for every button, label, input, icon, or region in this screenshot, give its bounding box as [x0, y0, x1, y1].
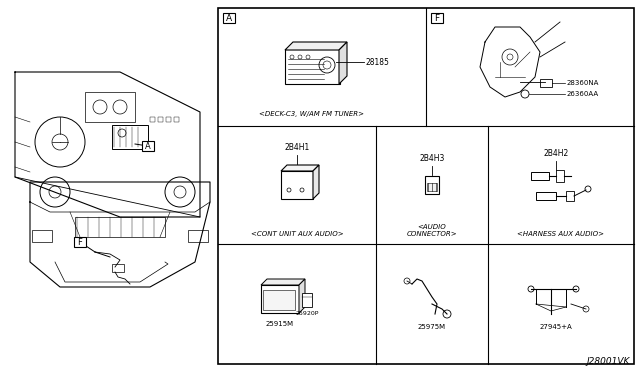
Bar [112, 125, 148, 149]
Bar [261, 285, 299, 313]
Text: <HARNESS AUX AUDIO>: <HARNESS AUX AUDIO> [518, 231, 605, 237]
Bar [556, 170, 564, 182]
Text: 26360AA: 26360AA [567, 91, 599, 97]
Text: 2B4H1: 2B4H1 [284, 143, 310, 152]
Text: A: A [226, 13, 232, 22]
Bar [566, 191, 574, 201]
Bar [285, 49, 340, 84]
Text: F: F [435, 13, 440, 22]
Bar [158, 117, 163, 122]
Bar [540, 79, 552, 87]
Polygon shape [261, 279, 305, 285]
Text: 25920P: 25920P [295, 311, 319, 316]
Bar [281, 171, 313, 199]
Bar [166, 117, 171, 122]
Text: <AUDIO
CONNECTOR>: <AUDIO CONNECTOR> [406, 224, 458, 237]
Text: 25915M: 25915M [266, 321, 294, 327]
Text: 2B4H2: 2B4H2 [543, 149, 568, 158]
Bar [425, 176, 439, 194]
Text: 27945+A: 27945+A [540, 324, 572, 330]
Polygon shape [299, 279, 305, 313]
Bar [32, 230, 52, 242]
Bar [142, 141, 154, 151]
Text: 28185: 28185 [366, 58, 390, 67]
Polygon shape [285, 42, 347, 50]
Polygon shape [339, 42, 347, 84]
Text: 28360NA: 28360NA [567, 80, 600, 86]
Bar [302, 293, 312, 307]
Bar [150, 117, 155, 122]
Bar [74, 237, 86, 247]
Bar [85, 92, 135, 122]
Bar [431, 13, 443, 23]
Bar [188, 230, 208, 242]
Bar [536, 192, 556, 200]
Bar [223, 13, 235, 23]
Text: J28001VK: J28001VK [587, 357, 630, 366]
Bar [531, 172, 549, 180]
Bar [174, 117, 179, 122]
Text: 2B4H3: 2B4H3 [419, 154, 445, 163]
Text: 25975M: 25975M [418, 324, 446, 330]
Bar [112, 264, 124, 272]
Text: A: A [145, 141, 151, 151]
Text: <DECK-C3, W/AM FM TUNER>: <DECK-C3, W/AM FM TUNER> [259, 111, 365, 117]
Bar [427, 183, 437, 191]
Bar [218, 8, 634, 364]
Text: <CONT UNIT AUX AUDIO>: <CONT UNIT AUX AUDIO> [251, 231, 343, 237]
Bar [263, 290, 295, 310]
Polygon shape [281, 165, 319, 171]
Text: F: F [77, 237, 83, 247]
Bar [75, 217, 165, 237]
Polygon shape [313, 165, 319, 199]
